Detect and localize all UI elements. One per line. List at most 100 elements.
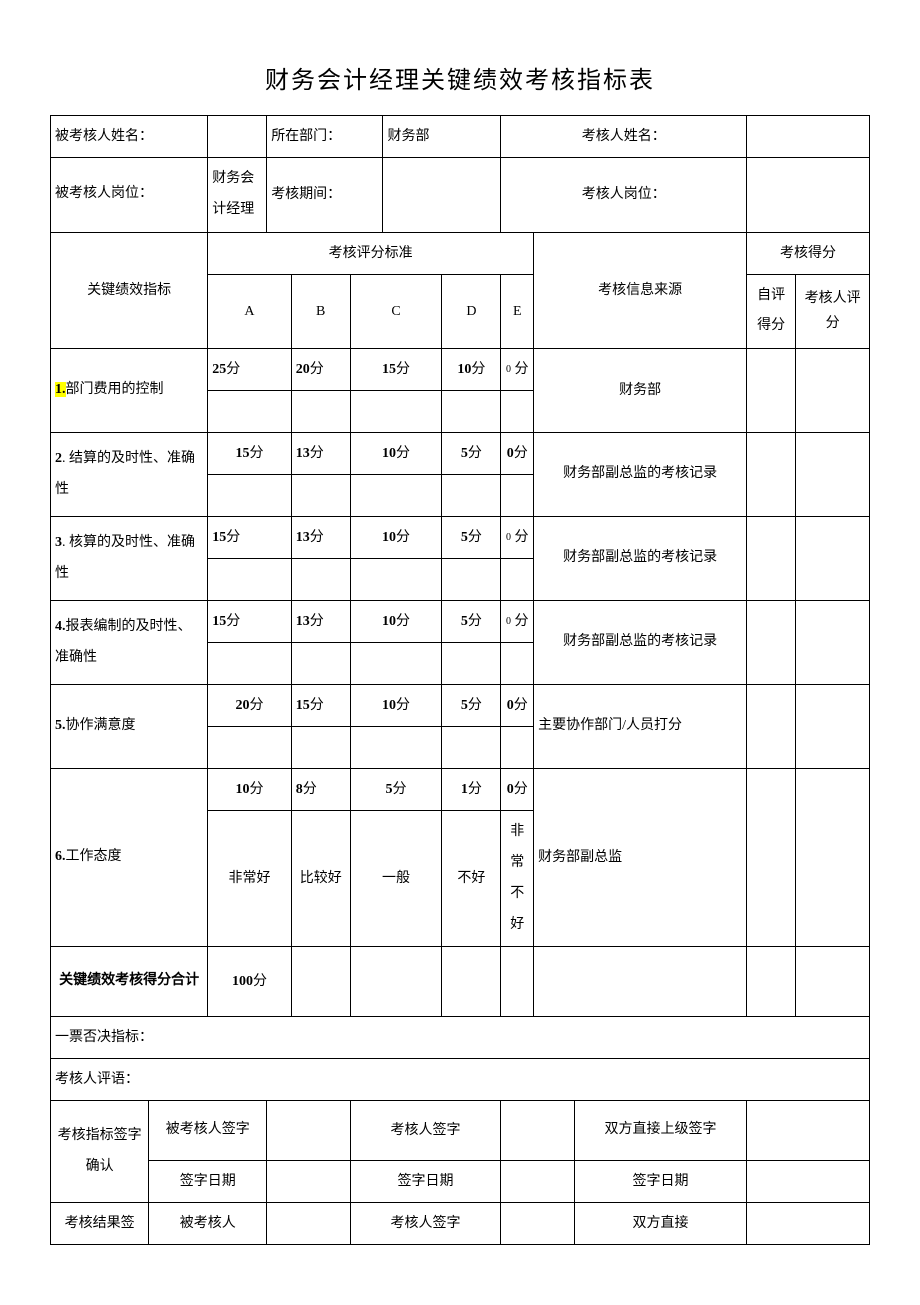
kpi-6-desc-E: 非常不好 bbox=[501, 811, 534, 947]
kpi-5-E: 0分 bbox=[501, 685, 534, 727]
col-E: E bbox=[501, 274, 534, 349]
kpi-row-4a: 4.报表编制的及时性、准确性 15分 13分 10分 5分 0 分 财务部副总监… bbox=[51, 601, 870, 643]
kpi-5-assessor bbox=[796, 685, 870, 769]
assessee-sign-label: 被考核人签字 bbox=[149, 1101, 267, 1161]
kpi-5-A: 20分 bbox=[208, 685, 292, 727]
assessor-position-label: 考核人岗位： bbox=[501, 158, 747, 233]
kpi-5-label: 5.协作满意度 bbox=[51, 685, 208, 769]
kpi-2-D: 5分 bbox=[442, 433, 501, 475]
kpi-2-A: 15分 bbox=[208, 433, 292, 475]
kpi-3-self bbox=[747, 517, 796, 601]
col-C: C bbox=[350, 274, 442, 349]
assessee-position-value: 财务会计经理 bbox=[208, 158, 267, 233]
sign-date-3-label: 签字日期 bbox=[575, 1161, 747, 1203]
kpi-2-C: 10分 bbox=[350, 433, 442, 475]
kpi-row-6a: 6.工作态度 10分 8分 5分 1分 0分 财务部副总监 bbox=[51, 769, 870, 811]
supervisor-sign-value bbox=[747, 1101, 870, 1161]
result-assessor-value bbox=[501, 1203, 575, 1245]
kpi-header: 关键绩效指标 bbox=[51, 232, 208, 349]
assessee-short-label: 被考核人 bbox=[149, 1203, 267, 1245]
kpi-5-C: 10分 bbox=[350, 685, 442, 727]
kpi-6-source: 财务部副总监 bbox=[534, 769, 747, 947]
kpi-1-E: 0 分 bbox=[501, 349, 534, 391]
assessor-name-label: 考核人姓名： bbox=[501, 116, 747, 158]
kpi-1-D: 10分 bbox=[442, 349, 501, 391]
self-score-header: 自评得分 bbox=[747, 274, 796, 349]
kpi-6-D: 1分 bbox=[442, 769, 501, 811]
dept-value: 财务部 bbox=[383, 116, 501, 158]
kpi-4-B: 13分 bbox=[291, 601, 350, 643]
kpi-6-desc-A: 非常好 bbox=[208, 811, 292, 947]
kpi-4-assessor bbox=[796, 601, 870, 685]
kpi-2-B: 13分 bbox=[291, 433, 350, 475]
kpi-6-desc-B: 比较好 bbox=[291, 811, 350, 947]
sign-row-2: 签字日期 签字日期 签字日期 bbox=[51, 1161, 870, 1203]
kpi-2-E: 0分 bbox=[501, 433, 534, 475]
kpi-1-source: 财务部 bbox=[534, 349, 747, 433]
kpi-2-label: 2. 结算的及时性、准确性 bbox=[51, 433, 208, 517]
indicator-sign-label: 考核指标签字确认 bbox=[51, 1101, 149, 1203]
assessor-sign-value bbox=[501, 1101, 575, 1161]
assessment-table: 被考核人姓名： 所在部门： 财务部 考核人姓名： 被考核人岗位： 财务会计经理 … bbox=[50, 115, 870, 1245]
dept-label: 所在部门： bbox=[267, 116, 383, 158]
kpi-1-C: 15分 bbox=[350, 349, 442, 391]
assessor-position-value bbox=[747, 158, 870, 233]
veto-row: 一票否决指标： bbox=[51, 1017, 870, 1059]
kpi-3-A: 15分 bbox=[208, 517, 292, 559]
sign-date-2-label: 签字日期 bbox=[350, 1161, 501, 1203]
kpi-row-3a: 3. 核算的及时性、准确性 15分 13分 10分 5分 0 分 财务部副总监的… bbox=[51, 517, 870, 559]
kpi-6-label: 6.工作态度 bbox=[51, 769, 208, 947]
kpi-4-A: 15分 bbox=[208, 601, 292, 643]
standard-header: 考核评分标准 bbox=[208, 232, 534, 274]
column-header-1: 关键绩效指标 考核评分标准 考核信息来源 考核得分 bbox=[51, 232, 870, 274]
kpi-4-C: 10分 bbox=[350, 601, 442, 643]
kpi-5-D: 5分 bbox=[442, 685, 501, 727]
kpi-3-E: 0 分 bbox=[501, 517, 534, 559]
kpi-3-label: 3. 核算的及时性、准确性 bbox=[51, 517, 208, 601]
veto-label: 一票否决指标： bbox=[51, 1017, 870, 1059]
sign-date-3-value bbox=[747, 1161, 870, 1203]
kpi-5-self bbox=[747, 685, 796, 769]
sign-date-1-label: 签字日期 bbox=[149, 1161, 267, 1203]
total-value: 100分 bbox=[208, 947, 292, 1017]
kpi-3-B: 13分 bbox=[291, 517, 350, 559]
kpi-5-B: 15分 bbox=[291, 685, 350, 727]
kpi-6-desc-D: 不好 bbox=[442, 811, 501, 947]
assessor-sign-label: 考核人签字 bbox=[350, 1101, 501, 1161]
kpi-6-B: 8分 bbox=[291, 769, 350, 811]
kpi-2-source: 财务部副总监的考核记录 bbox=[534, 433, 747, 517]
kpi-6-self bbox=[747, 769, 796, 947]
kpi-5-source: 主要协作部门/人员打分 bbox=[534, 685, 747, 769]
period-label: 考核期间： bbox=[267, 158, 383, 233]
kpi-1-label: 1.部门费用的控制 bbox=[51, 349, 208, 433]
kpi-6-E: 0分 bbox=[501, 769, 534, 811]
total-label: 关键绩效考核得分合计 bbox=[51, 947, 208, 1017]
assessor-name-value bbox=[747, 116, 870, 158]
assessee-name-value bbox=[208, 116, 267, 158]
kpi-6-assessor bbox=[796, 769, 870, 947]
period-value bbox=[383, 158, 501, 233]
kpi-4-label: 4.报表编制的及时性、准确性 bbox=[51, 601, 208, 685]
kpi-1-B: 20分 bbox=[291, 349, 350, 391]
result-assessee-value bbox=[267, 1203, 351, 1245]
score-header: 考核得分 bbox=[747, 232, 870, 274]
kpi-row-2a: 2. 结算的及时性、准确性 15分 13分 10分 5分 0分 财务部副总监的考… bbox=[51, 433, 870, 475]
kpi-2-assessor bbox=[796, 433, 870, 517]
result-sign-label: 考核结果签 bbox=[51, 1203, 149, 1245]
result-supervisor-value bbox=[747, 1203, 870, 1245]
assessor-score-header: 考核人评分 bbox=[796, 274, 870, 349]
assessee-name-label: 被考核人姓名： bbox=[51, 116, 208, 158]
sign-row-3: 考核结果签 被考核人 考核人签字 双方直接 bbox=[51, 1203, 870, 1245]
supervisor-sign-label: 双方直接上级签字 bbox=[575, 1101, 747, 1161]
col-B: B bbox=[291, 274, 350, 349]
source-header: 考核信息来源 bbox=[534, 232, 747, 349]
assessee-position-label: 被考核人岗位： bbox=[51, 158, 208, 233]
kpi-2-self bbox=[747, 433, 796, 517]
comment-label: 考核人评语： bbox=[51, 1059, 870, 1101]
kpi-row-1a: 1.部门费用的控制 25分 20分 15分 10分 0 分 财务部 bbox=[51, 349, 870, 391]
header-row-2: 被考核人岗位： 财务会计经理 考核期间： 考核人岗位： bbox=[51, 158, 870, 233]
kpi-4-source: 财务部副总监的考核记录 bbox=[534, 601, 747, 685]
kpi-6-A: 10分 bbox=[208, 769, 292, 811]
kpi-3-assessor bbox=[796, 517, 870, 601]
kpi-3-C: 10分 bbox=[350, 517, 442, 559]
